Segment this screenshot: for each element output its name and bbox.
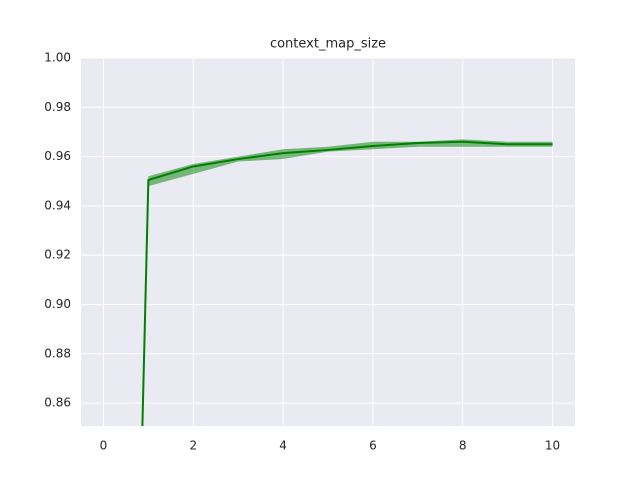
chart-title: context_map_size: [270, 37, 386, 52]
y-tick-label: 0.96: [44, 149, 71, 163]
y-tick-label: 0.98: [44, 100, 71, 114]
x-tick-label: 8: [459, 439, 467, 453]
line: [141, 140, 553, 426]
y-tick-label: 1.00: [44, 51, 71, 65]
y-tick-label: 0.92: [44, 248, 71, 262]
plot-area: [81, 58, 575, 426]
x-tick-label: 4: [279, 439, 287, 453]
x-tick-label: 6: [369, 439, 377, 453]
grid: [81, 57, 575, 426]
x-tick-label: 0: [100, 439, 108, 453]
y-tick-label: 0.88: [44, 346, 71, 360]
labels: 0.86 0.88 0.90 0.92 0.94 0.96 0.98 1.00 0 2 4 6 8 10: [44, 51, 560, 453]
y-tick-label: 0.94: [44, 198, 71, 212]
marks: [141, 139, 553, 426]
y-tick-label: 0.90: [44, 297, 71, 311]
x-tick-label: 10: [545, 439, 560, 453]
x-tick-label: 2: [189, 439, 197, 453]
y-tick-label: 0.86: [44, 396, 71, 410]
confidence-band: [141, 139, 553, 426]
